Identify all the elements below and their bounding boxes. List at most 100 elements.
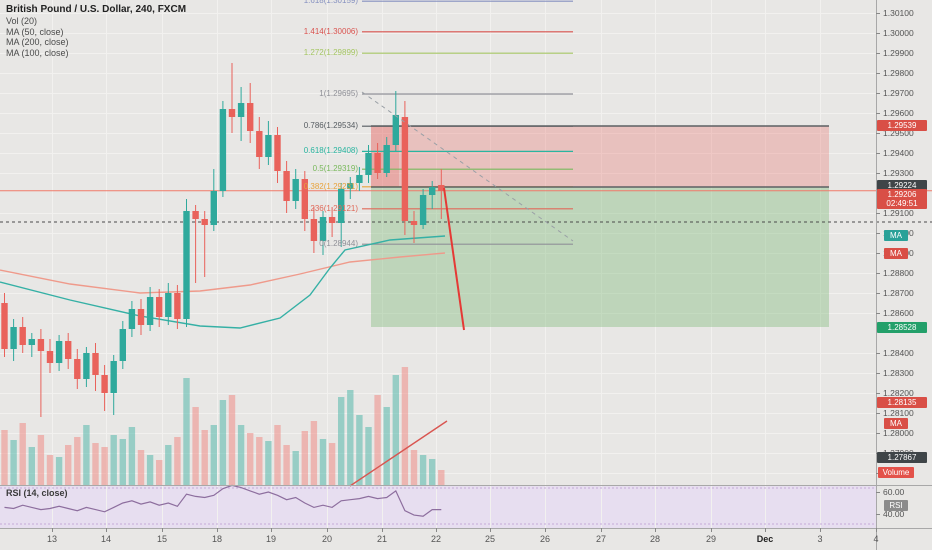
candle-body bbox=[83, 353, 90, 379]
volume-bar bbox=[146, 455, 154, 485]
volume-bar bbox=[292, 451, 299, 485]
candle-body bbox=[10, 327, 17, 349]
candle-body bbox=[128, 309, 136, 329]
volume-bar bbox=[328, 443, 336, 485]
candle-body bbox=[356, 175, 363, 183]
candle-body bbox=[301, 179, 308, 219]
volume-bar bbox=[192, 407, 199, 485]
candle-body bbox=[219, 109, 227, 191]
volume-bar bbox=[92, 443, 99, 485]
volume-bar bbox=[28, 447, 35, 485]
candle-body bbox=[92, 353, 99, 375]
candle-body bbox=[338, 189, 345, 223]
candle-body bbox=[37, 339, 45, 351]
candle-body bbox=[137, 309, 145, 325]
candle-body bbox=[156, 297, 163, 317]
rsi-line bbox=[4, 484, 442, 517]
volume-bar bbox=[183, 378, 190, 485]
candle-body bbox=[74, 359, 81, 379]
volume-bar bbox=[74, 437, 81, 485]
rsi-pane-band bbox=[0, 486, 876, 528]
candle-body bbox=[365, 153, 372, 175]
candle-body bbox=[328, 217, 336, 223]
volume-bar bbox=[438, 470, 445, 485]
position-zone-box bbox=[399, 126, 829, 187]
volume-bar bbox=[110, 435, 117, 485]
volume-bar bbox=[356, 415, 363, 485]
trendline bbox=[361, 91, 574, 242]
volume-bar bbox=[383, 407, 390, 485]
candle-body bbox=[174, 293, 181, 319]
volume-bar bbox=[156, 460, 163, 485]
volume-bar bbox=[392, 375, 399, 485]
candle-body bbox=[347, 183, 354, 189]
volume-bar bbox=[365, 427, 372, 485]
volume-bar bbox=[101, 447, 108, 485]
volume-bar bbox=[137, 450, 145, 485]
candle-body bbox=[247, 103, 254, 131]
candle-body bbox=[110, 361, 117, 393]
candle-body bbox=[438, 185, 445, 191]
volume-bar bbox=[401, 367, 409, 485]
candle-body bbox=[228, 109, 236, 117]
volume-bar bbox=[274, 425, 281, 485]
volume-bar bbox=[347, 390, 354, 485]
volume-bar bbox=[265, 441, 272, 485]
candle-body bbox=[201, 219, 208, 225]
candle-body bbox=[237, 103, 245, 117]
volume-bar bbox=[247, 433, 254, 485]
volume-bar bbox=[201, 430, 208, 485]
candle-body bbox=[146, 297, 154, 325]
candle-body bbox=[183, 211, 190, 319]
volume-bar bbox=[55, 457, 63, 485]
candle-body bbox=[410, 221, 418, 225]
volume-bar bbox=[219, 400, 227, 485]
candle-body bbox=[392, 115, 399, 145]
volume-bar bbox=[210, 425, 217, 485]
candle-body bbox=[401, 117, 409, 221]
candle-body bbox=[46, 351, 54, 363]
candle-body bbox=[165, 293, 172, 317]
volume-bar bbox=[237, 425, 245, 485]
candle-body bbox=[265, 135, 272, 157]
volume-bar bbox=[228, 395, 236, 485]
volume-bar bbox=[319, 439, 327, 485]
candle-body bbox=[28, 339, 35, 345]
volume-bar bbox=[410, 450, 418, 485]
volume-bar bbox=[37, 435, 45, 485]
candle-body bbox=[374, 153, 381, 173]
candle-body bbox=[192, 211, 199, 219]
candle-body bbox=[210, 191, 217, 225]
volume-bar bbox=[119, 439, 126, 485]
candle-body bbox=[383, 145, 390, 173]
volume-bar bbox=[374, 395, 381, 485]
ma-orange-line bbox=[0, 252, 446, 294]
candle-body bbox=[256, 131, 263, 157]
volume-bar bbox=[19, 423, 26, 485]
volume-bar bbox=[256, 437, 263, 485]
volume-bar bbox=[301, 431, 308, 485]
candle-body bbox=[274, 135, 281, 171]
candle-body bbox=[1, 303, 8, 349]
candle-body bbox=[19, 327, 26, 345]
trendline bbox=[443, 187, 465, 331]
volume-bar bbox=[419, 455, 427, 485]
ma-teal-line bbox=[0, 235, 446, 329]
candle-body bbox=[119, 329, 126, 361]
candle-body bbox=[101, 375, 108, 393]
volume-bar bbox=[128, 427, 136, 485]
volume-bar bbox=[429, 459, 436, 485]
candle-body bbox=[283, 171, 290, 201]
volume-bar bbox=[46, 455, 54, 485]
volume-bar bbox=[310, 421, 318, 485]
candle-body bbox=[310, 219, 318, 241]
candle-body bbox=[65, 341, 72, 359]
candle-body bbox=[419, 195, 427, 225]
volume-bar bbox=[174, 437, 181, 485]
volume-bar bbox=[283, 445, 290, 485]
volume-bar bbox=[1, 430, 8, 485]
candle-body bbox=[292, 179, 299, 201]
volume-bar bbox=[83, 425, 90, 485]
